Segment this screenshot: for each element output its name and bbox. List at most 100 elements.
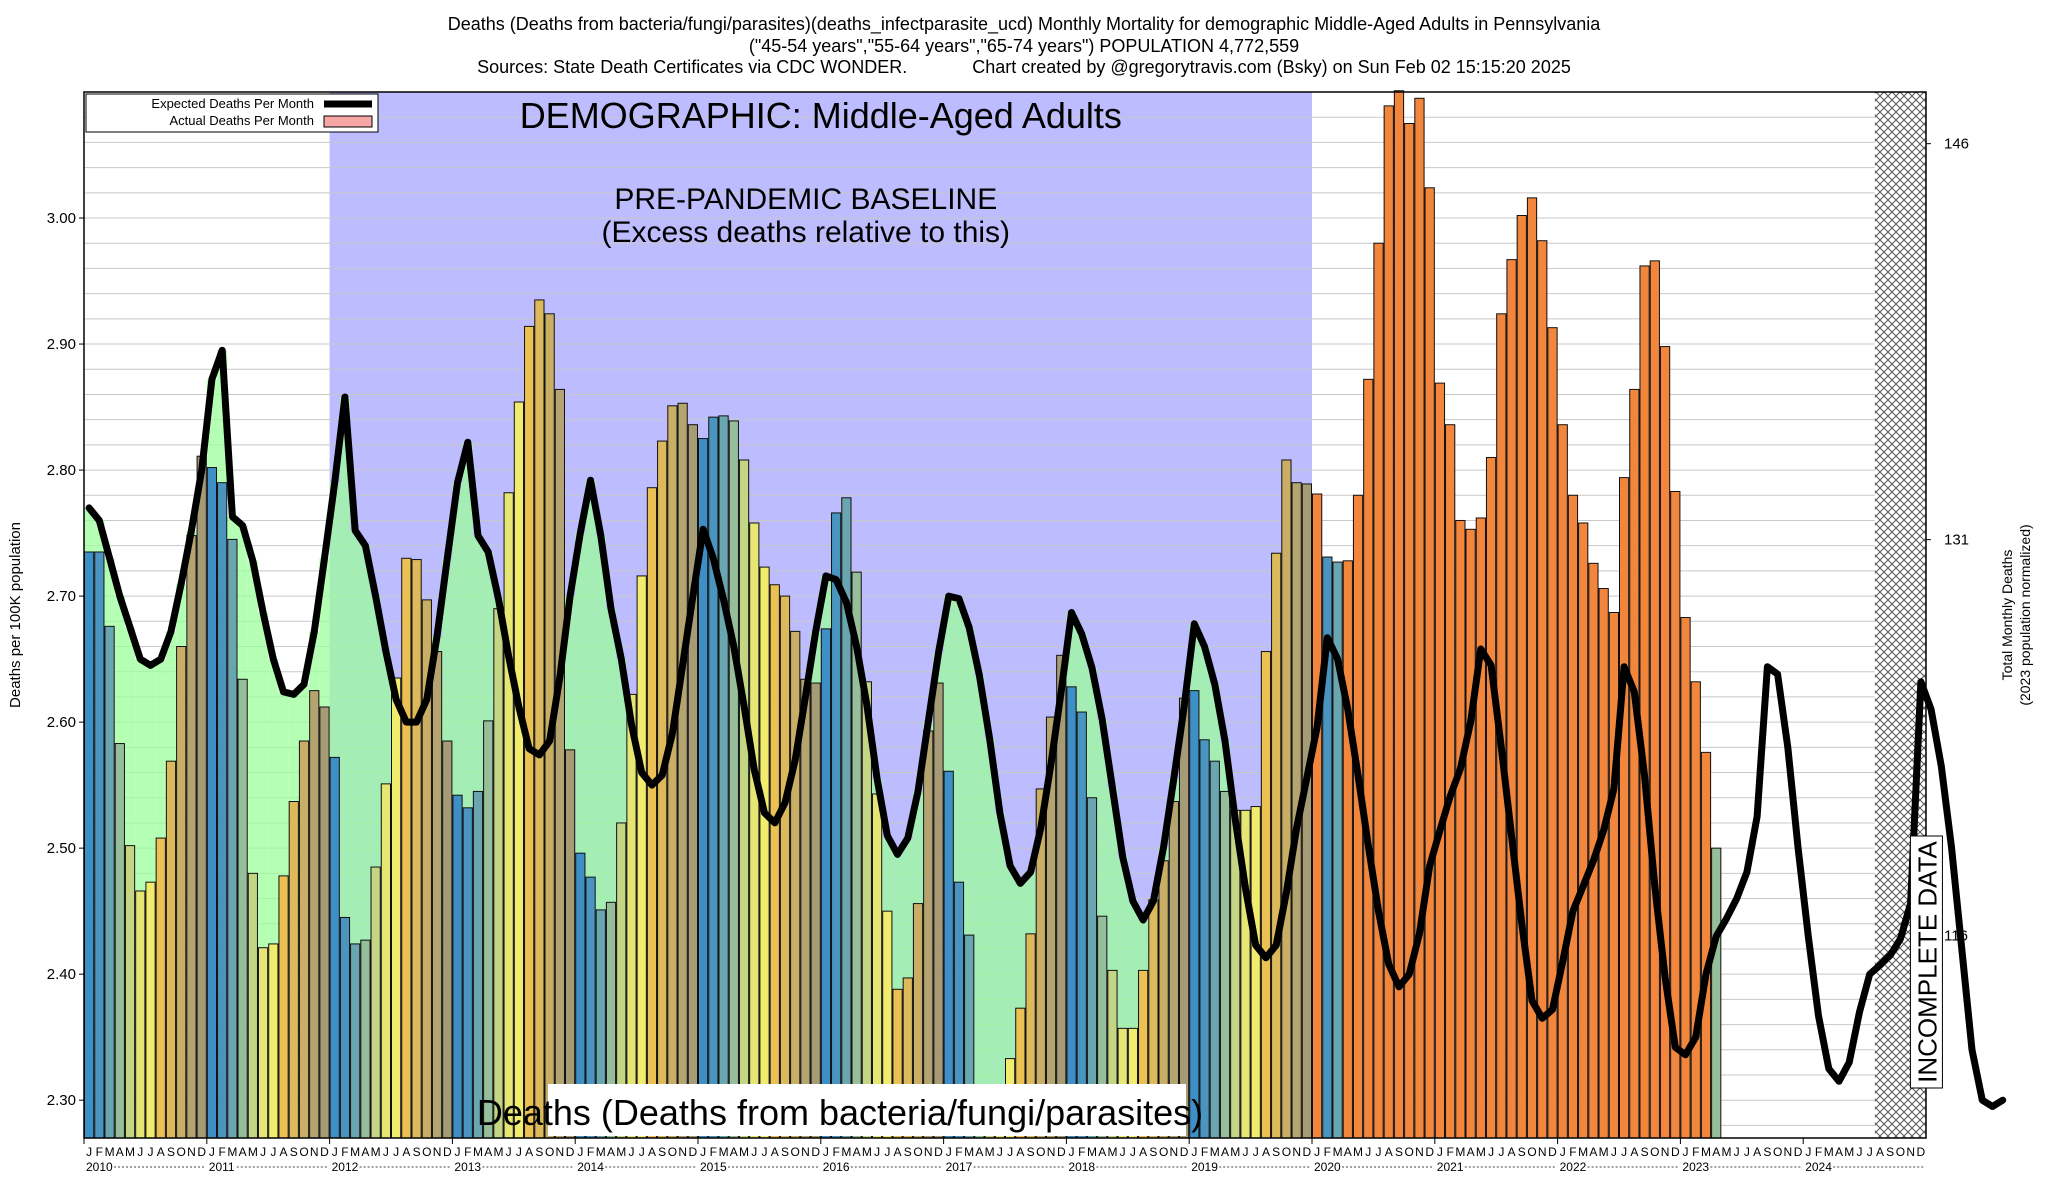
- actual-bar: [779, 595, 791, 1139]
- month-label: J: [1437, 1145, 1443, 1159]
- actual-bar: [1424, 187, 1435, 1139]
- actual-bar: [1076, 711, 1087, 1139]
- month-label: S: [1518, 1145, 1526, 1159]
- month-label: F: [1569, 1145, 1576, 1159]
- excess-fill: [288, 694, 299, 802]
- excess-fill: [452, 482, 463, 796]
- actual-bar: [687, 424, 698, 1139]
- month-label: F: [1201, 1145, 1208, 1159]
- actual-bar: [339, 916, 351, 1139]
- actual-bar: [657, 440, 668, 1139]
- month-label: A: [1098, 1145, 1106, 1159]
- month-label: D: [566, 1145, 575, 1159]
- month-label: J: [1744, 1145, 1750, 1159]
- month-label: A: [1753, 1145, 1761, 1159]
- baseline-sublabel: (Excess deaths relative to this): [602, 216, 1011, 249]
- actual-bar: [646, 487, 658, 1139]
- actual-bar: [1363, 378, 1374, 1139]
- month-label: M: [1844, 1145, 1854, 1159]
- actual-bar: [472, 790, 484, 1139]
- actual-bar: [1342, 560, 1353, 1139]
- month-label: N: [1047, 1145, 1056, 1159]
- excess-fill: [329, 482, 340, 758]
- month-label: A: [361, 1145, 369, 1159]
- excess-fill: [1138, 919, 1149, 971]
- excess-fill: [94, 520, 105, 552]
- month-label: O: [1159, 1145, 1168, 1159]
- excess-fill: [575, 533, 586, 854]
- chart-subtitle: ("45-54 years","55-64 years","65-74 year…: [748, 36, 1300, 56]
- actual-bar: [1271, 552, 1282, 1139]
- month-label: F: [218, 1145, 225, 1159]
- excess-fill: [994, 812, 1005, 1118]
- month-label: A: [1835, 1145, 1843, 1159]
- actual-bar: [237, 678, 248, 1139]
- excess-fill: [1117, 856, 1128, 1029]
- excess-fill: [974, 675, 985, 1087]
- month-label: M: [473, 1145, 483, 1159]
- month-label: F: [96, 1145, 103, 1159]
- month-label: O: [1527, 1145, 1536, 1159]
- actual-bar: [288, 801, 299, 1139]
- excess-fill: [165, 631, 177, 762]
- month-label: J: [1365, 1145, 1371, 1159]
- actual-bar: [411, 559, 422, 1139]
- actual-bar: [247, 872, 258, 1139]
- month-label: J: [506, 1145, 512, 1159]
- actual-bar: [1066, 686, 1077, 1139]
- month-label: J: [1120, 1145, 1126, 1159]
- month-label: J: [823, 1145, 829, 1159]
- actual-bar: [626, 693, 637, 1139]
- month-label: F: [1815, 1145, 1822, 1159]
- excess-fill: [1127, 901, 1139, 1029]
- month-label: M: [1455, 1145, 1465, 1159]
- month-label: M: [1333, 1145, 1343, 1159]
- year-label: 2021: [1437, 1160, 1464, 1174]
- excess-fill: [227, 516, 238, 540]
- month-label: A: [894, 1145, 902, 1159]
- month-label: D: [1794, 1145, 1803, 1159]
- excess-fill: [339, 396, 351, 918]
- month-label: D: [1917, 1145, 1926, 1159]
- actual-bar: [1455, 519, 1466, 1139]
- month-label: O: [422, 1145, 431, 1159]
- actual-bar: [319, 706, 330, 1139]
- month-label: S: [167, 1145, 175, 1159]
- month-label: M: [841, 1145, 851, 1159]
- excess-fill: [1086, 667, 1098, 798]
- month-label: M: [1701, 1145, 1711, 1159]
- month-label: F: [710, 1145, 717, 1159]
- month-label: O: [177, 1145, 186, 1159]
- excess-fill: [442, 558, 453, 742]
- actual-bar: [329, 756, 340, 1139]
- actual-bar: [810, 682, 821, 1139]
- actual-bar: [677, 402, 688, 1139]
- actual-bar: [738, 459, 750, 1139]
- month-label: N: [1292, 1145, 1301, 1159]
- actual-bar: [1649, 260, 1660, 1139]
- month-label: J: [137, 1145, 143, 1159]
- year-label: 2023: [1682, 1160, 1709, 1174]
- excess-fill: [616, 659, 627, 823]
- year-label: 2019: [1191, 1160, 1218, 1174]
- actual-bar: [462, 807, 473, 1139]
- month-label: N: [1170, 1145, 1179, 1159]
- actual-bar: [790, 630, 801, 1139]
- y-tick-label: 2.70: [47, 588, 76, 605]
- actual-bar: [943, 770, 954, 1139]
- month-label: J: [516, 1145, 522, 1159]
- actual-bar: [1383, 105, 1394, 1139]
- actual-bar: [831, 512, 842, 1139]
- excess-fill: [145, 665, 156, 883]
- excess-fill: [268, 659, 279, 944]
- month-label: A: [402, 1145, 410, 1159]
- actual-bar: [1557, 424, 1568, 1139]
- month-label: N: [1661, 1145, 1670, 1159]
- month-label: J: [1805, 1145, 1811, 1159]
- month-label: N: [556, 1145, 565, 1159]
- excess-fill: [237, 525, 248, 680]
- plot-frame: [83, 91, 1927, 1139]
- actual-bar: [718, 415, 729, 1139]
- actual-bar: [196, 455, 207, 1139]
- month-label: J: [332, 1145, 338, 1159]
